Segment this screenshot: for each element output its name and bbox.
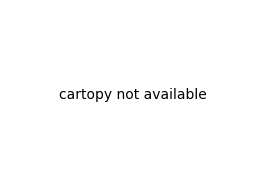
Text: cartopy not available: cartopy not available bbox=[59, 88, 206, 102]
